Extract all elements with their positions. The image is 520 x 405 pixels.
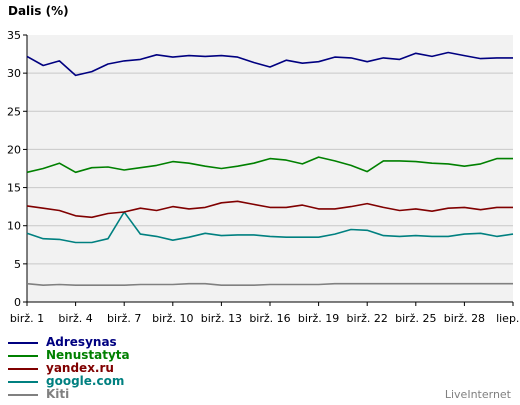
x-tick-label: birž. 7 <box>107 312 141 325</box>
legend-label: Kiti <box>46 387 70 401</box>
legend-swatch <box>8 341 38 344</box>
legend: Adresynas Nenustatyta yandex.ru google.com K… <box>8 336 130 401</box>
x-tick-label: birž. 1 <box>10 312 44 325</box>
legend-swatch <box>8 393 38 396</box>
y-tick-label: 10 <box>7 220 21 233</box>
legend-swatch <box>8 354 38 357</box>
y-axis-ticks: 0 5 10 15 20 25 30 35 <box>7 29 27 309</box>
series-line-nenustatyta <box>26 156 513 174</box>
x-tick-label: birž. 4 <box>58 312 92 325</box>
legend-item: Adresynas <box>8 336 130 349</box>
brand-label: LiveInternet <box>444 388 511 401</box>
legend-item: yandex.ru <box>8 362 130 375</box>
x-tick-label: birž. 22 <box>347 312 388 325</box>
series-line-adresynas <box>26 51 513 77</box>
y-tick-label: 35 <box>7 29 21 42</box>
series-line-google-com <box>26 211 514 244</box>
x-tick-label: birž. 28 <box>444 312 485 325</box>
x-axis-ticks: birž. 1 birž. 4 birž. 7 birž. 10 birž. 13 bir… <box>10 302 520 325</box>
legend-item: google.com <box>8 375 130 388</box>
gridlines <box>27 72 513 265</box>
plot-area <box>27 35 513 302</box>
legend-label: Nenustatyta <box>46 348 130 362</box>
y-tick-label: 5 <box>14 258 21 271</box>
x-tick-label: birž. 10 <box>152 312 193 325</box>
y-tick-label: 0 <box>14 296 21 309</box>
series-line-kiti <box>26 282 513 287</box>
legend-label: Adresynas <box>46 335 117 349</box>
series-lines <box>26 51 514 287</box>
y-tick-label: 30 <box>7 67 21 80</box>
legend-label: yandex.ru <box>46 361 114 375</box>
x-tick-label: liep. 1 <box>496 312 520 325</box>
legend-item: Nenustatyta <box>8 349 130 362</box>
y-tick-label: 20 <box>7 143 21 156</box>
x-tick-label: birž. 25 <box>395 312 436 325</box>
legend-item: Kiti <box>8 388 130 401</box>
y-tick-label: 15 <box>7 182 21 195</box>
y-tick-label: 25 <box>7 105 21 118</box>
legend-swatch <box>8 380 38 383</box>
legend-swatch <box>8 367 38 370</box>
x-tick-label: birž. 16 <box>249 312 290 325</box>
x-tick-label: birž. 19 <box>298 312 339 325</box>
series-line-yandex-ru <box>26 200 513 219</box>
chart-title: Dalis (%) <box>8 4 69 18</box>
legend-label: google.com <box>46 374 125 388</box>
x-tick-label: birž. 13 <box>201 312 242 325</box>
